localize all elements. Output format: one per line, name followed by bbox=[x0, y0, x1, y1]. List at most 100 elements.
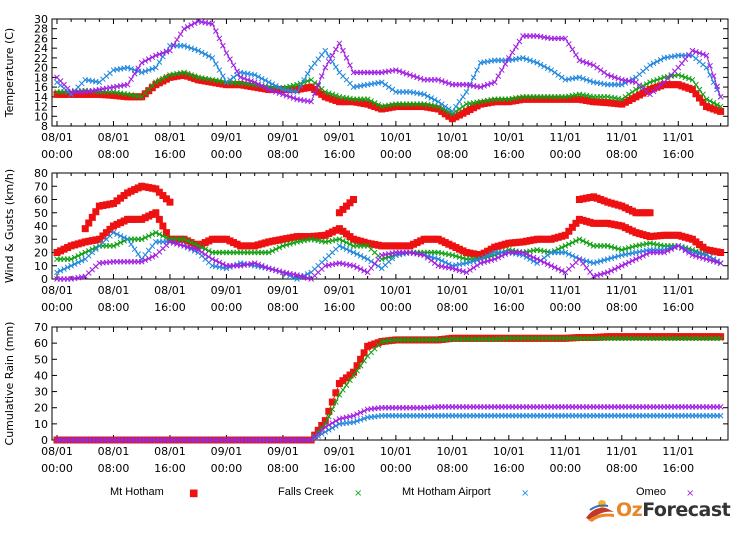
data-point bbox=[575, 196, 583, 203]
data-point bbox=[141, 214, 149, 222]
data-point bbox=[318, 52, 325, 58]
data-point bbox=[99, 91, 107, 99]
x-tick-label-date: 08/01 bbox=[154, 131, 186, 144]
data-point bbox=[198, 249, 205, 256]
data-point bbox=[615, 253, 622, 259]
data-point bbox=[692, 90, 700, 98]
data-point bbox=[590, 333, 598, 341]
data-point bbox=[75, 259, 82, 266]
data-point bbox=[689, 252, 696, 259]
data-point bbox=[385, 84, 392, 90]
data-point bbox=[357, 362, 364, 369]
data-point bbox=[325, 90, 332, 97]
x-tick-label-date: 11/01 bbox=[606, 131, 638, 144]
data-point bbox=[699, 98, 707, 106]
data-point bbox=[696, 50, 703, 56]
x-tick-label-time: 00:00 bbox=[41, 148, 73, 161]
x-tick-label-date: 11/01 bbox=[549, 131, 581, 144]
data-point bbox=[237, 242, 245, 250]
data-point bbox=[632, 93, 640, 101]
data-point bbox=[530, 95, 538, 103]
data-point bbox=[227, 56, 233, 62]
data-point bbox=[276, 244, 283, 251]
data-point bbox=[294, 89, 300, 95]
data-point bbox=[342, 230, 350, 238]
data-point bbox=[152, 52, 159, 59]
data-point bbox=[343, 246, 350, 253]
data-point bbox=[209, 55, 216, 61]
data-point bbox=[625, 333, 633, 341]
data-point bbox=[406, 103, 414, 111]
data-point bbox=[254, 241, 262, 249]
data-point bbox=[212, 257, 219, 264]
data-point bbox=[311, 60, 318, 67]
data-point bbox=[191, 46, 198, 53]
y-tick-label: 40 bbox=[34, 220, 48, 233]
data-point bbox=[629, 89, 636, 95]
data-point bbox=[653, 333, 661, 341]
data-point bbox=[628, 95, 636, 103]
data-point bbox=[276, 84, 283, 91]
data-point bbox=[693, 81, 699, 88]
data-point bbox=[314, 232, 322, 240]
data-point bbox=[64, 90, 72, 98]
data-point bbox=[462, 249, 470, 256]
data-point bbox=[530, 58, 537, 65]
data-point bbox=[618, 96, 625, 103]
data-point bbox=[520, 55, 526, 61]
data-point bbox=[593, 333, 601, 341]
data-point bbox=[710, 258, 717, 264]
data-point bbox=[120, 92, 128, 100]
data-point bbox=[325, 413, 332, 420]
data-point bbox=[477, 84, 484, 90]
data-point bbox=[467, 259, 473, 265]
data-point bbox=[551, 234, 559, 242]
data-point bbox=[328, 228, 336, 236]
data-point bbox=[102, 229, 110, 237]
data-point bbox=[322, 424, 329, 430]
data-point bbox=[184, 72, 192, 80]
data-point bbox=[590, 193, 598, 201]
data-point bbox=[60, 245, 68, 253]
data-point bbox=[456, 106, 463, 112]
data-point bbox=[431, 235, 439, 243]
data-point bbox=[322, 64, 329, 71]
data-point bbox=[333, 92, 339, 99]
data-point bbox=[378, 242, 386, 250]
data-point bbox=[258, 75, 265, 82]
data-point bbox=[388, 242, 396, 250]
data-point bbox=[667, 81, 675, 89]
data-point bbox=[533, 235, 541, 243]
data-point bbox=[633, 86, 639, 93]
y-tick-label: 0 bbox=[41, 273, 48, 286]
data-point bbox=[374, 104, 382, 112]
data-point bbox=[255, 73, 262, 80]
data-point bbox=[318, 421, 326, 429]
data-point bbox=[527, 57, 533, 64]
data-point bbox=[611, 99, 619, 107]
data-point bbox=[568, 223, 576, 231]
data-point bbox=[273, 267, 279, 274]
data-point bbox=[441, 239, 449, 247]
data-point bbox=[114, 241, 120, 248]
data-point bbox=[660, 231, 668, 239]
data-point bbox=[75, 252, 82, 259]
x-tick-label-time: 08:00 bbox=[437, 301, 469, 314]
data-point bbox=[618, 100, 626, 108]
data-point bbox=[329, 91, 336, 98]
data-point bbox=[664, 247, 671, 254]
data-point bbox=[717, 107, 725, 115]
data-point bbox=[484, 99, 492, 107]
data-point bbox=[142, 234, 149, 241]
data-point bbox=[530, 254, 537, 261]
data-point bbox=[410, 73, 417, 80]
data-point bbox=[258, 84, 266, 92]
data-point bbox=[124, 215, 132, 223]
data-point bbox=[551, 95, 559, 103]
data-point bbox=[427, 235, 435, 243]
data-point bbox=[473, 334, 481, 342]
data-point bbox=[643, 251, 650, 258]
x-tick-label-time: 16:00 bbox=[493, 462, 525, 475]
data-point bbox=[523, 251, 530, 258]
data-point bbox=[336, 391, 343, 398]
